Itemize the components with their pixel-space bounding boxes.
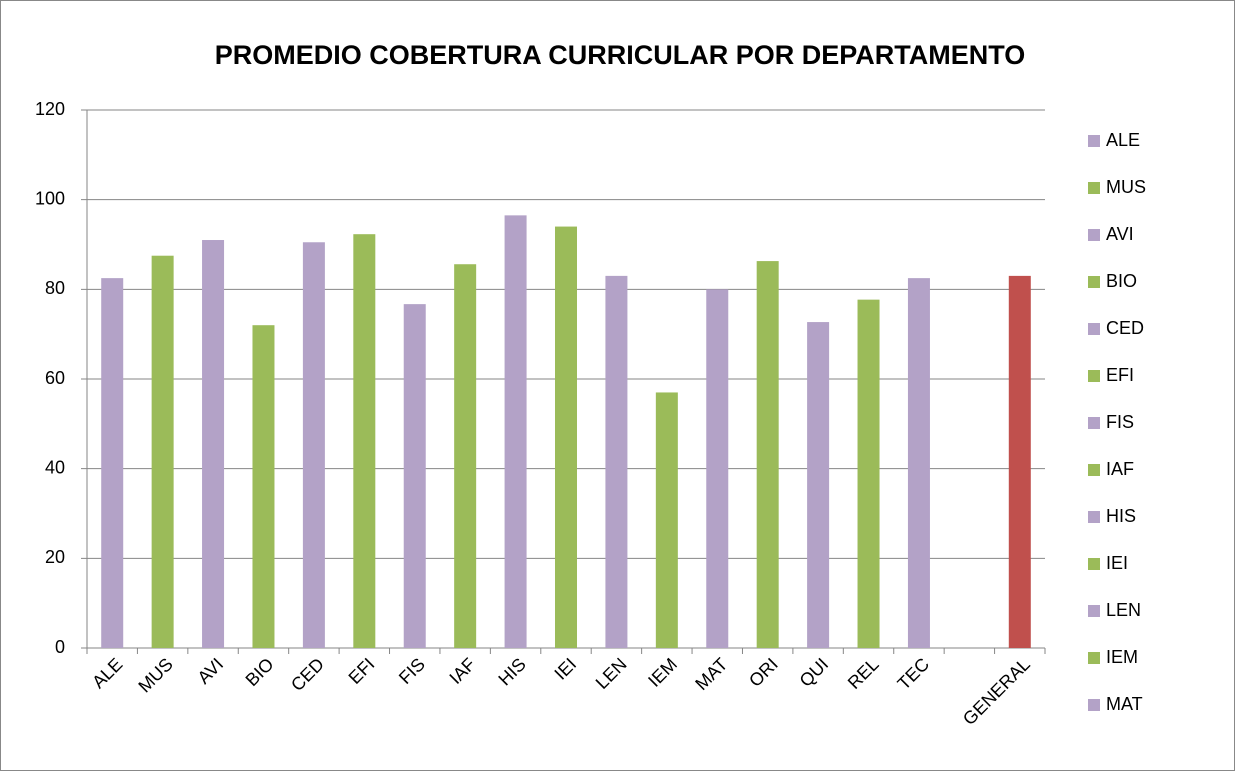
legend-swatch bbox=[1088, 135, 1100, 147]
bar bbox=[706, 289, 729, 648]
legend-swatch bbox=[1088, 323, 1100, 335]
legend-label: IAF bbox=[1106, 459, 1134, 479]
bar bbox=[252, 325, 275, 648]
bar bbox=[202, 240, 225, 648]
legend-label: IEM bbox=[1106, 647, 1138, 667]
legend-label: MAT bbox=[1106, 694, 1143, 714]
bar bbox=[101, 278, 124, 648]
bar bbox=[807, 322, 830, 648]
legend-label: IEI bbox=[1106, 553, 1128, 573]
legend-swatch bbox=[1088, 370, 1100, 382]
bar bbox=[655, 392, 678, 648]
legend-swatch bbox=[1088, 276, 1100, 288]
legend-label: ALE bbox=[1106, 130, 1140, 150]
legend-label: HIS bbox=[1106, 506, 1136, 526]
y-tick-label: 0 bbox=[55, 637, 65, 657]
legend-swatch bbox=[1088, 652, 1100, 664]
legend-label: CED bbox=[1106, 318, 1144, 338]
legend-swatch bbox=[1088, 229, 1100, 241]
bar bbox=[555, 226, 577, 649]
y-tick-label: 80 bbox=[45, 278, 65, 298]
bar bbox=[756, 261, 779, 648]
bar bbox=[504, 215, 527, 648]
legend-swatch bbox=[1088, 417, 1100, 429]
bar bbox=[353, 234, 376, 648]
bar bbox=[151, 255, 174, 649]
y-tick-label: 20 bbox=[45, 547, 65, 567]
legend-swatch bbox=[1088, 558, 1100, 570]
legend-swatch bbox=[1088, 464, 1100, 476]
bar bbox=[605, 275, 628, 648]
legend-swatch bbox=[1088, 182, 1100, 194]
bar bbox=[403, 304, 426, 648]
bar bbox=[454, 264, 477, 648]
legend-swatch bbox=[1088, 605, 1100, 617]
bar bbox=[857, 299, 880, 648]
y-tick-label: 100 bbox=[35, 188, 65, 208]
legend-label: EFI bbox=[1106, 365, 1134, 385]
y-tick-label: 40 bbox=[45, 457, 65, 477]
bar bbox=[907, 278, 930, 648]
legend-label: LEN bbox=[1106, 600, 1141, 620]
legend-label: MUS bbox=[1106, 177, 1146, 197]
y-tick-label: 60 bbox=[45, 368, 65, 388]
chart-title: PROMEDIO COBERTURA CURRICULAR POR DEPART… bbox=[215, 40, 1026, 70]
legend-label: AVI bbox=[1106, 224, 1134, 244]
legend-swatch bbox=[1088, 511, 1100, 523]
y-tick-label: 120 bbox=[35, 99, 65, 119]
bar bbox=[1008, 275, 1031, 648]
legend-label: FIS bbox=[1106, 412, 1134, 432]
legend-label: BIO bbox=[1106, 271, 1137, 291]
bar bbox=[302, 242, 325, 648]
legend-swatch bbox=[1088, 699, 1100, 711]
